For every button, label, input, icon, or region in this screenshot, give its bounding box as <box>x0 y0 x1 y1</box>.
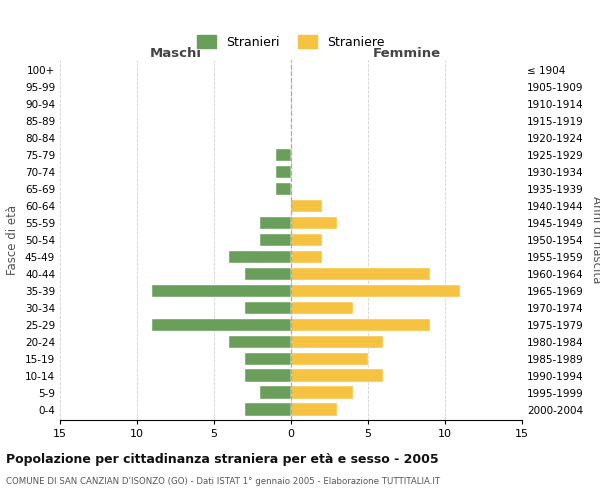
Bar <box>245 302 291 314</box>
Bar <box>260 386 291 399</box>
Bar <box>260 216 291 230</box>
Bar <box>291 370 383 382</box>
Bar <box>291 352 368 365</box>
Bar <box>291 268 430 280</box>
Bar <box>291 302 353 314</box>
Bar <box>245 268 291 280</box>
Text: COMUNE DI SAN CANZIAN D'ISONZO (GO) - Dati ISTAT 1° gennaio 2005 - Elaborazione : COMUNE DI SAN CANZIAN D'ISONZO (GO) - Da… <box>6 478 440 486</box>
Bar <box>260 234 291 246</box>
Bar <box>152 318 291 332</box>
Text: Maschi: Maschi <box>149 47 202 60</box>
Bar <box>152 284 291 298</box>
Text: Femmine: Femmine <box>373 47 440 60</box>
Y-axis label: Fasce di età: Fasce di età <box>7 205 19 275</box>
Bar <box>291 318 430 332</box>
Bar <box>291 234 322 246</box>
Bar <box>275 148 291 162</box>
Bar <box>291 336 383 348</box>
Bar <box>291 216 337 230</box>
Legend: Stranieri, Straniere: Stranieri, Straniere <box>193 30 389 54</box>
Bar <box>245 404 291 416</box>
Bar <box>229 336 291 348</box>
Bar <box>291 200 322 212</box>
Bar <box>275 182 291 196</box>
Bar <box>229 250 291 264</box>
Bar <box>245 370 291 382</box>
Bar <box>291 386 353 399</box>
Bar <box>291 250 322 264</box>
Bar <box>275 166 291 178</box>
Text: Popolazione per cittadinanza straniera per età e sesso - 2005: Popolazione per cittadinanza straniera p… <box>6 452 439 466</box>
Bar <box>291 404 337 416</box>
Y-axis label: Anni di nascita: Anni di nascita <box>590 196 600 284</box>
Bar <box>245 352 291 365</box>
Bar <box>291 284 460 298</box>
